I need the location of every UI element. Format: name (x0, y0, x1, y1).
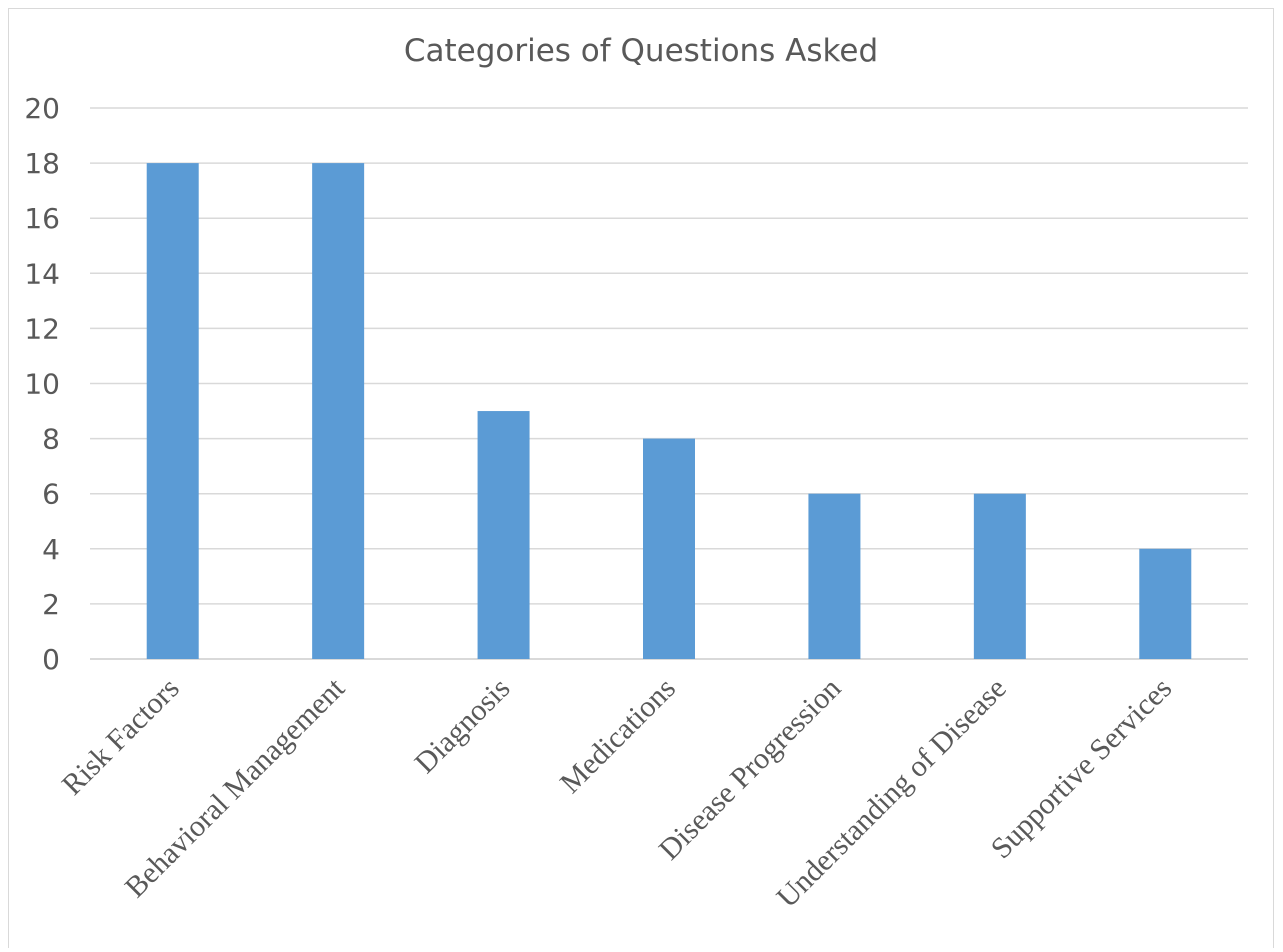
x-tick-label: Supportive Services (985, 672, 1179, 866)
chart-frame (8, 8, 1274, 948)
bar-understanding-of-disease (973, 493, 1026, 659)
y-tick-label: 0 (42, 643, 60, 676)
bar-medications (643, 438, 695, 659)
bar-behavioral-management (312, 163, 365, 659)
y-tick-label: 18 (24, 147, 60, 180)
y-tick-label: 20 (24, 92, 60, 125)
x-tick-label: Diagnosis (408, 672, 516, 780)
x-tick-label: Disease Progression (653, 672, 848, 867)
bar-risk-factors (146, 163, 199, 659)
y-tick-label: 8 (42, 423, 60, 456)
x-tick-label: Risk Factors (56, 672, 186, 802)
y-tick-label: 10 (24, 368, 60, 401)
bar-disease-progression (808, 493, 861, 659)
bar-supportive-services (1139, 548, 1192, 659)
y-tick-label: 16 (24, 202, 60, 235)
y-tick-label: 2 (42, 588, 60, 621)
x-tick-label: Medications (554, 672, 682, 800)
bar-diagnosis (477, 411, 530, 659)
chart-title: Categories of Questions Asked (404, 33, 878, 69)
y-axis-ticks: 0 2 4 6 8 10 12 14 16 18 20 (24, 92, 60, 676)
bars (146, 163, 1192, 659)
y-tick-label: 12 (24, 312, 60, 345)
y-tick-label: 6 (42, 478, 60, 511)
y-tick-label: 4 (42, 533, 60, 566)
y-tick-label: 14 (24, 257, 60, 290)
